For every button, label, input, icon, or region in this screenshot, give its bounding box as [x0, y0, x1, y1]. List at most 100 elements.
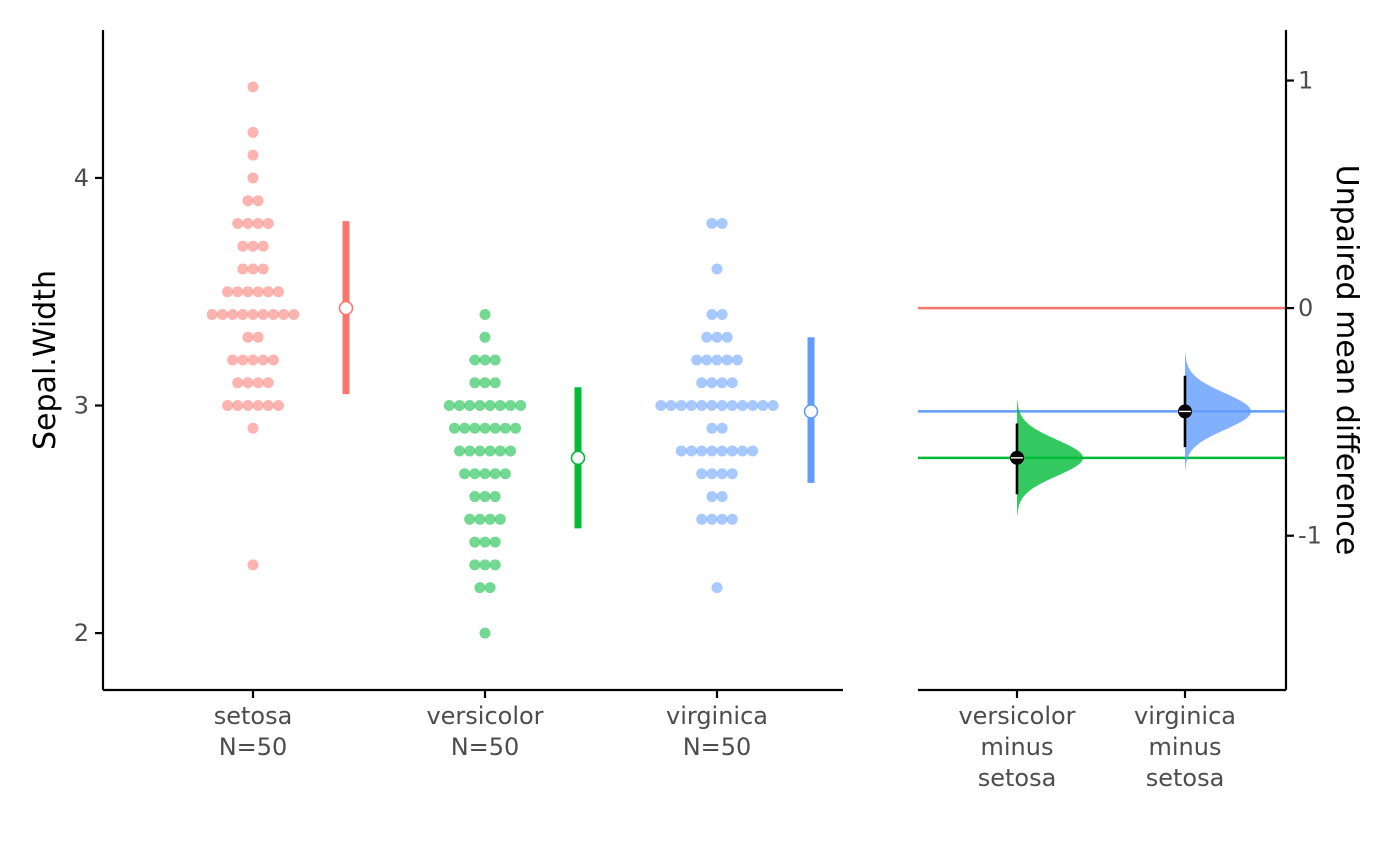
data-point — [242, 286, 254, 298]
bootstrap-distribution — [1185, 353, 1251, 470]
data-point — [247, 308, 259, 320]
data-point — [484, 513, 496, 525]
data-point — [696, 468, 708, 480]
data-point — [675, 400, 687, 412]
data-point — [675, 445, 687, 457]
data-point — [247, 149, 259, 161]
data-point — [242, 195, 254, 207]
data-point — [711, 354, 723, 366]
data-point — [479, 559, 491, 571]
data-point — [731, 354, 743, 366]
right-x-tick-label: versicolor minus setosa — [958, 702, 1075, 792]
data-point — [706, 468, 718, 480]
right-x-tick-label-line: setosa — [978, 764, 1057, 792]
data-point — [484, 582, 496, 594]
data-point — [484, 445, 496, 457]
data-point — [206, 308, 218, 320]
data-point — [499, 422, 511, 434]
data-point — [257, 354, 269, 366]
data-point — [257, 308, 269, 320]
data-point — [459, 422, 471, 434]
data-point — [716, 377, 728, 389]
data-point — [252, 195, 264, 207]
right-x-tick-label-line: minus — [1149, 733, 1222, 761]
data-point — [499, 468, 511, 480]
data-point — [665, 400, 677, 412]
group-setosa — [206, 81, 354, 571]
data-point — [696, 445, 708, 457]
data-point — [726, 400, 738, 412]
data-point — [767, 400, 779, 412]
data-point — [716, 400, 728, 412]
left-y-axis-title: Sepal.Width — [28, 270, 63, 450]
left-x-tick-label-line: versicolor — [426, 702, 543, 730]
data-point — [494, 445, 506, 457]
left-x-tick-label-line: N=50 — [451, 733, 520, 761]
data-point — [242, 400, 254, 412]
data-point — [716, 422, 728, 434]
data-point — [489, 377, 501, 389]
data-point — [247, 172, 259, 184]
right-y-tick-label: -1 — [1298, 522, 1322, 550]
comparison-1 — [1178, 353, 1251, 470]
left-x-tick-label: setosa N=50 — [214, 702, 293, 761]
data-point — [696, 400, 708, 412]
data-point — [691, 354, 703, 366]
data-point — [721, 331, 733, 343]
data-point — [257, 240, 269, 252]
data-point — [489, 354, 501, 366]
data-point — [489, 468, 501, 480]
data-point — [706, 445, 718, 457]
data-point — [267, 308, 279, 320]
data-point — [696, 513, 708, 525]
data-point — [242, 217, 254, 229]
data-point — [247, 422, 259, 434]
right-x-tick-label-line: virginica — [1134, 702, 1236, 730]
data-point — [505, 445, 516, 457]
data-point — [262, 400, 274, 412]
data-point — [448, 422, 460, 434]
data-point — [479, 377, 491, 389]
data-point — [479, 468, 491, 480]
data-point — [232, 377, 244, 389]
data-point — [469, 422, 481, 434]
data-point — [706, 491, 718, 503]
left-y-tick-label: 3 — [74, 392, 89, 420]
right-y-tick-label: 1 — [1298, 67, 1313, 95]
left-y-tick-label: 2 — [74, 619, 89, 647]
data-point — [454, 400, 465, 412]
data-point — [459, 468, 471, 480]
data-point — [474, 582, 486, 594]
data-point — [222, 400, 233, 412]
right-y-axis-title: Unpaired mean difference — [1329, 165, 1364, 556]
data-point — [479, 627, 491, 639]
data-point — [237, 308, 249, 320]
bootstrap-distribution — [1017, 400, 1083, 516]
right-x-tick-label-line: minus — [981, 733, 1054, 761]
data-point — [247, 81, 259, 93]
data-point — [716, 217, 728, 229]
data-point — [494, 400, 506, 412]
mean-marker — [803, 404, 819, 419]
data-point — [479, 331, 491, 343]
data-point — [252, 400, 264, 412]
data-point — [237, 263, 249, 275]
data-point — [726, 468, 738, 480]
data-point — [252, 377, 264, 389]
data-point — [237, 240, 249, 252]
data-point — [737, 400, 748, 412]
data-point — [757, 400, 769, 412]
data-point — [747, 445, 759, 457]
data-point — [706, 400, 718, 412]
data-point — [267, 354, 279, 366]
data-point — [479, 536, 491, 548]
data-point — [257, 263, 269, 275]
data-point — [242, 331, 254, 343]
data-point — [469, 354, 481, 366]
mean-marker — [570, 450, 586, 466]
data-point — [701, 354, 713, 366]
data-point — [696, 377, 708, 389]
data-point — [247, 354, 259, 366]
data-point — [489, 559, 501, 571]
